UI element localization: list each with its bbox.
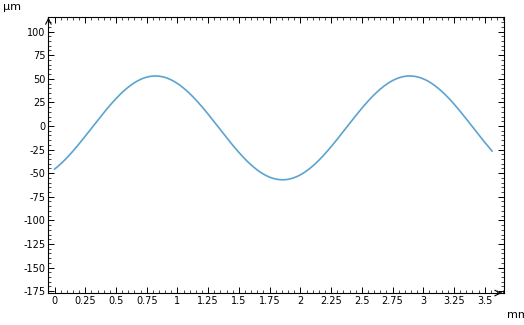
X-axis label: mm: mm: [507, 310, 524, 319]
Y-axis label: μm: μm: [3, 2, 21, 12]
